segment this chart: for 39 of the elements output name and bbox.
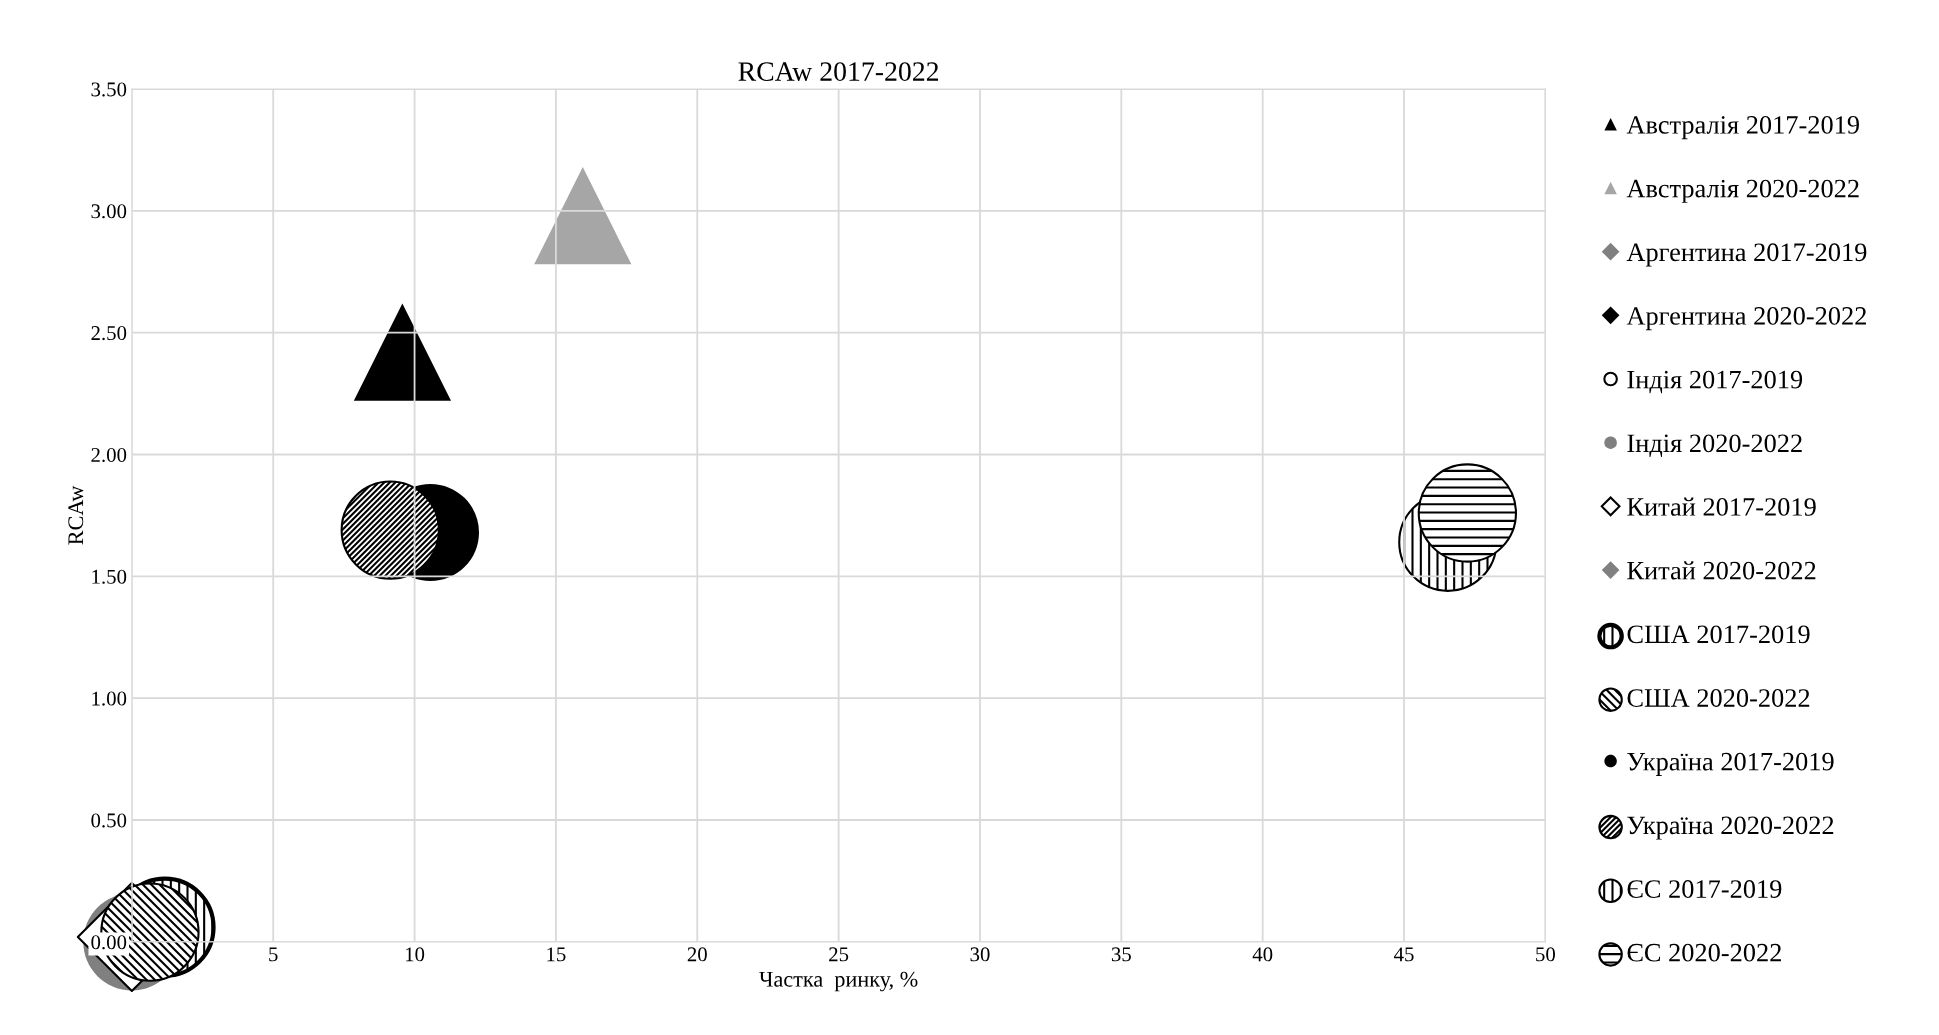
legend-label: Китай 2020-2022	[1627, 561, 1816, 580]
x-tick-label: 20	[687, 947, 707, 962]
legend-label: США 2017-2019	[1627, 625, 1810, 644]
legend-label: Австралія 2020-2022	[1626, 179, 1859, 203]
x-tick-label: 45	[1394, 947, 1414, 962]
y-tick-label: 3.00	[91, 204, 127, 219]
point	[1417, 463, 1518, 563]
y-tick-label: 0.50	[91, 813, 127, 828]
point	[353, 303, 452, 401]
x-tick-label: 35	[1111, 947, 1131, 962]
x-tick-label: 40	[1252, 947, 1273, 962]
x-tick-label: 5	[269, 947, 278, 962]
point	[340, 480, 440, 580]
legend-label: Індія 2020-2022	[1627, 434, 1802, 458]
legend-label: Китай 2017-2019	[1627, 497, 1816, 516]
x-tick-label: 50	[1536, 947, 1556, 962]
y-tick-label: 2.50	[91, 326, 127, 341]
legend-label: США 2020-2022	[1627, 689, 1810, 707]
legend-label: Україна 2017-2019	[1627, 752, 1834, 776]
y-tick-label: 0.00	[91, 935, 127, 950]
legend-label: ЄС 2020-2022	[1627, 943, 1781, 962]
y-axis-title: RCAw	[68, 485, 84, 545]
chart-title: RCAw 2017-2022	[738, 62, 939, 81]
x-tick-label: 15	[547, 947, 566, 962]
x-tick-label: 25	[829, 947, 849, 962]
x-tick-label: 30	[970, 947, 990, 962]
y-tick-label: 3.50	[91, 82, 127, 97]
legend-label: Аргентина 2017-2019	[1626, 243, 1867, 267]
legend-label: Індія 2017-2019	[1627, 370, 1803, 394]
x-tick-label: 10	[405, 947, 425, 962]
point	[534, 167, 632, 265]
y-tick-label: 1.00	[92, 691, 127, 706]
legend-label: Україна 2020-2022	[1627, 816, 1834, 840]
y-tick-label: 1.50	[92, 569, 127, 584]
y-tick-label: 2.00	[91, 447, 127, 463]
legend-label: Аргентина 2020-2022	[1626, 307, 1866, 331]
legend-label: ЄС 2017-2019	[1627, 880, 1782, 898]
x-axis-title: Частка ринку, %	[759, 971, 918, 992]
legend-label: Австралія 2017-2019	[1626, 116, 1859, 140]
